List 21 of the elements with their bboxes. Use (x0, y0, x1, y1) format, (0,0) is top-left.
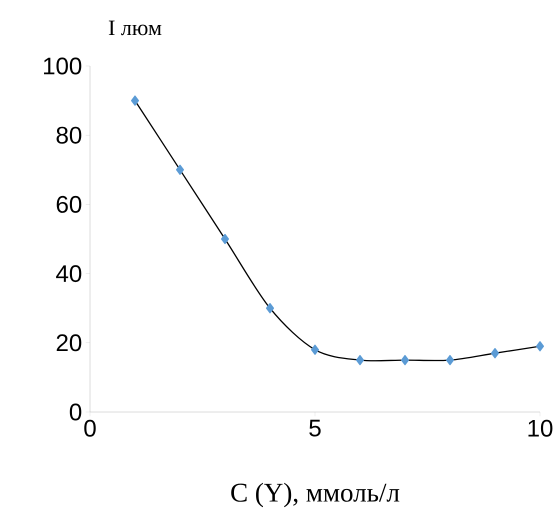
x-tick-label: 10 (528, 420, 552, 437)
point (176, 164, 184, 175)
point (400, 354, 410, 366)
y-tick-label: 60 (56, 196, 82, 213)
point (490, 348, 500, 358)
x-axis-title: C (Y), ммоль/л (231, 482, 400, 508)
y-tick-label: 100 (44, 57, 82, 74)
y-tick-label: 80 (56, 126, 82, 144)
y-tick-label: 40 (56, 265, 82, 282)
point (266, 303, 274, 314)
y-tick-label: 0 (70, 403, 82, 420)
point (220, 234, 230, 244)
point (356, 354, 364, 366)
point (536, 341, 544, 352)
x-tick-label: 5 (309, 420, 321, 437)
point (130, 95, 140, 106)
y-tick-label: 20 (56, 334, 82, 352)
point (446, 354, 454, 366)
x-tick-label: 0 (84, 420, 96, 437)
y-axis-title: I люм (108, 20, 162, 36)
point (310, 344, 320, 355)
